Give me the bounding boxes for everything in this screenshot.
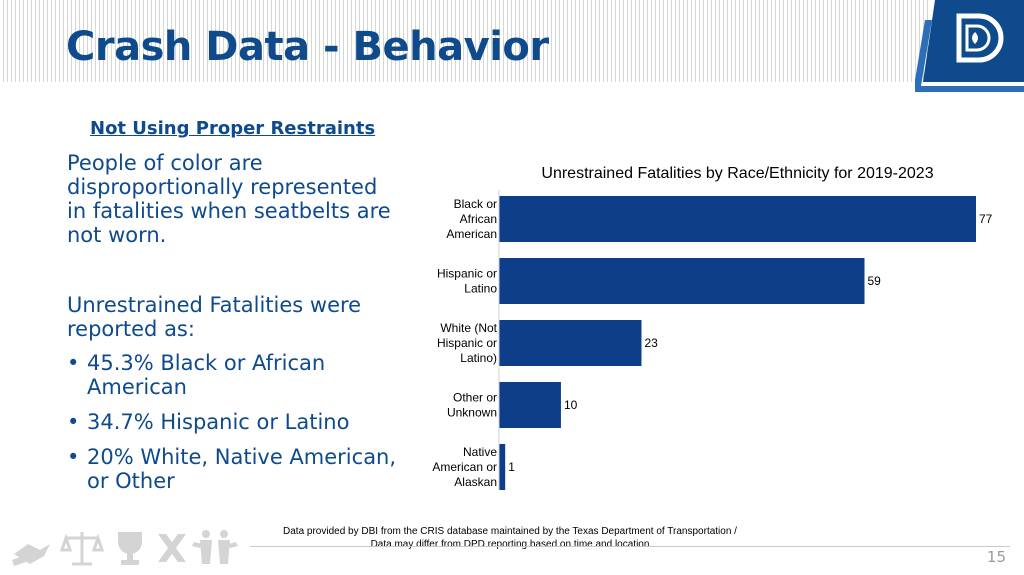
header-band: [0, 0, 930, 82]
list-item: • 34.7% Hispanic or Latino: [67, 410, 397, 434]
handshake-icon: [12, 544, 50, 566]
bullet-list: • 45.3% Black or African American • 34.7% …: [67, 351, 397, 504]
page-number: 15: [986, 548, 1006, 566]
bar: [499, 382, 561, 428]
scales-icon: [59, 532, 105, 566]
chart-title: Unrestrained Fatalities by Race/Ethnicit…: [541, 165, 934, 182]
bar: [499, 258, 865, 304]
page-title: Crash Data - Behavior: [66, 24, 549, 70]
bar: [499, 196, 976, 242]
category-label: White (Not Hispanic or Latino): [437, 321, 498, 365]
bullet-text: 34.7% Hispanic or Latino: [87, 410, 350, 434]
data-label: 77: [979, 212, 993, 226]
category-label: Black or African American: [446, 197, 497, 241]
subheading: Not Using Proper Restraints: [90, 118, 376, 139]
bar: [499, 444, 506, 490]
category-label: Native American or Alaskan: [432, 445, 497, 489]
bar: [499, 320, 642, 366]
intro-paragraph: People of color are disproportionally re…: [67, 151, 391, 247]
data-label: 23: [644, 336, 658, 350]
bullet-icon: •: [67, 351, 80, 375]
data-label: 1: [508, 460, 515, 474]
people-icon: [192, 530, 238, 564]
reported-paragraph: Unrestrained Fatalities were reported as…: [67, 293, 362, 341]
category-label: Hispanic or Latino: [437, 267, 497, 296]
footnote-line2: Data may differ from DPD reporting based…: [370, 539, 650, 550]
bullet-icon: •: [67, 410, 80, 434]
list-item: • 20% White, Native American, or Other: [67, 445, 397, 493]
bar-chart: 77 Black or African American 59 Hispanic or La…: [432, 190, 993, 490]
no-x-icon: [158, 534, 186, 562]
category-label: Other or Unknown: [447, 391, 497, 420]
bullet-icon: •: [67, 445, 80, 469]
list-item: • 45.3% Black or African American: [67, 351, 397, 399]
bullet-text: 45.3% Black or African American: [87, 351, 326, 399]
logo-d-icon: [913, 0, 1024, 92]
footnote: Data provided by DBI from the CRIS datab…: [250, 525, 770, 551]
bullet-text: 20% White, Native American, or Other: [87, 445, 397, 493]
data-label: 59: [867, 274, 881, 288]
trophy-icon: [118, 532, 142, 565]
footnote-line1: Data provided by DBI from the CRIS datab…: [283, 526, 737, 537]
footer-icons: [10, 526, 240, 574]
footer-divider: [250, 546, 1010, 547]
data-label: 10: [564, 398, 578, 412]
